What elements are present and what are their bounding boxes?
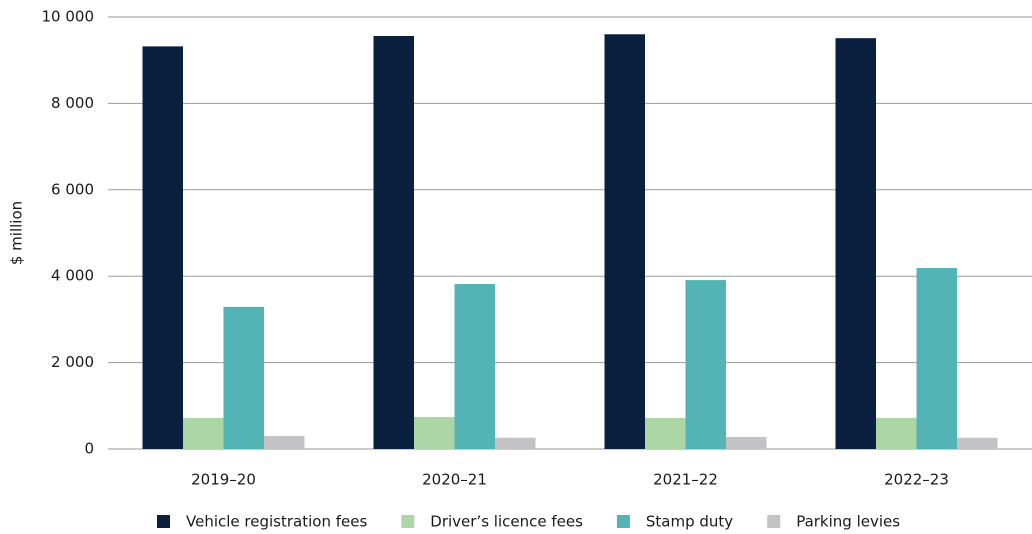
x-tick-label: 2020–21: [422, 471, 487, 489]
bar: [835, 38, 876, 449]
legend-label: Driver’s licence fees: [430, 513, 583, 531]
bar: [957, 437, 998, 449]
legend-swatch: [616, 515, 630, 528]
bar: [876, 417, 917, 449]
x-tick-label: 2021–22: [653, 471, 718, 489]
legend-swatch: [157, 515, 170, 528]
bar: [685, 280, 726, 449]
y-tick-label: 0: [84, 440, 94, 458]
bar: [454, 283, 495, 449]
bar: [142, 46, 183, 449]
legend-swatch: [401, 515, 415, 528]
bar: [916, 267, 957, 449]
x-tick-label: 2022–23: [884, 471, 949, 489]
bar: [414, 417, 455, 449]
y-tick-label: 8 000: [51, 94, 94, 112]
legend-label: Stamp duty: [646, 513, 733, 531]
y-tick-label: 2 000: [51, 353, 94, 371]
x-tick-label: 2019–20: [191, 471, 256, 489]
y-tick-label: 10 000: [42, 8, 95, 26]
bar: [373, 36, 414, 450]
y-tick-label: 6 000: [51, 180, 94, 198]
bar: [726, 436, 767, 449]
y-tick-label: 4 000: [51, 267, 94, 285]
y-axis-label: $ million: [8, 201, 26, 265]
bar: [604, 34, 645, 449]
bar: [183, 417, 224, 449]
bar: [645, 417, 686, 449]
legend-swatch: [767, 515, 781, 528]
legend-label: Parking levies: [796, 513, 900, 531]
legend-label: Vehicle registration fees: [186, 513, 367, 531]
bar: [495, 437, 536, 449]
bar: [223, 306, 264, 449]
bar: [264, 436, 305, 449]
